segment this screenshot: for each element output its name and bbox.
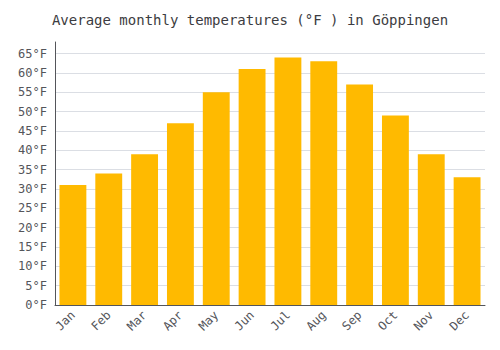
- svg-text:Jun: Jun: [232, 308, 257, 333]
- svg-text:25°F: 25°F: [18, 201, 47, 215]
- svg-text:Sep: Sep: [339, 308, 364, 333]
- svg-text:May: May: [196, 308, 221, 333]
- svg-text:Jan: Jan: [53, 308, 78, 333]
- svg-text:40°F: 40°F: [18, 143, 47, 157]
- svg-text:Average monthly temperatures (: Average monthly temperatures (°F ) in Gö…: [52, 12, 448, 28]
- svg-text:65°F: 65°F: [18, 47, 47, 61]
- svg-text:Aug: Aug: [303, 308, 328, 333]
- svg-text:15°F: 15°F: [18, 240, 47, 254]
- svg-text:20°F: 20°F: [18, 221, 47, 235]
- svg-text:50°F: 50°F: [18, 105, 47, 119]
- svg-text:Nov: Nov: [411, 308, 436, 333]
- svg-text:5°F: 5°F: [25, 279, 47, 293]
- svg-text:Mar: Mar: [124, 308, 149, 333]
- svg-text:Jul: Jul: [268, 308, 293, 333]
- svg-text:Dec: Dec: [447, 308, 472, 333]
- svg-text:Oct: Oct: [375, 308, 400, 333]
- svg-text:45°F: 45°F: [18, 124, 47, 138]
- svg-text:60°F: 60°F: [18, 66, 47, 80]
- svg-text:30°F: 30°F: [18, 182, 47, 196]
- svg-text:55°F: 55°F: [18, 85, 47, 99]
- svg-text:0°F: 0°F: [25, 298, 47, 312]
- svg-text:Feb: Feb: [88, 308, 113, 333]
- svg-text:10°F: 10°F: [18, 259, 47, 273]
- svg-text:Apr: Apr: [160, 308, 185, 333]
- svg-text:35°F: 35°F: [18, 163, 47, 177]
